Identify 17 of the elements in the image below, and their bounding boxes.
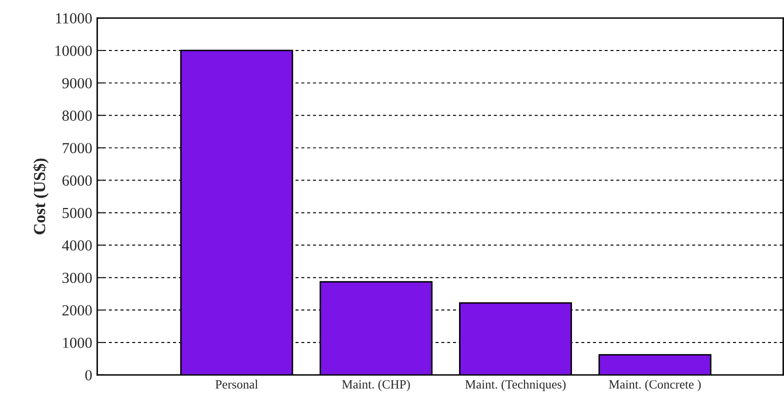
y-tick-label: 9000 <box>62 78 92 88</box>
x-tick-label: Maint. (Concrete ) <box>608 380 701 392</box>
y-tick-label: 5000 <box>62 208 92 218</box>
x-tick-label: Maint. (Techniques) <box>465 380 566 392</box>
y-tick-label: 3000 <box>62 272 92 284</box>
y-tick-label: 0 <box>85 370 92 380</box>
y-axis-title: Cost (US$) <box>32 158 49 234</box>
y-tick-label: 6000 <box>62 175 92 186</box>
y-tick-label: 11000 <box>56 13 92 24</box>
y-tick-label: 7000 <box>62 142 92 154</box>
x-tick-label: Personal <box>215 380 258 389</box>
y-tick-label: 4000 <box>62 240 92 251</box>
y-tick-label: 10000 <box>56 46 92 56</box>
y-tick-label: 2000 <box>62 305 92 316</box>
x-tick-label: Maint. (CHP) <box>342 380 410 392</box>
y-tick-label: 1000 <box>63 338 92 348</box>
y-tick-label: 8000 <box>62 110 92 121</box>
